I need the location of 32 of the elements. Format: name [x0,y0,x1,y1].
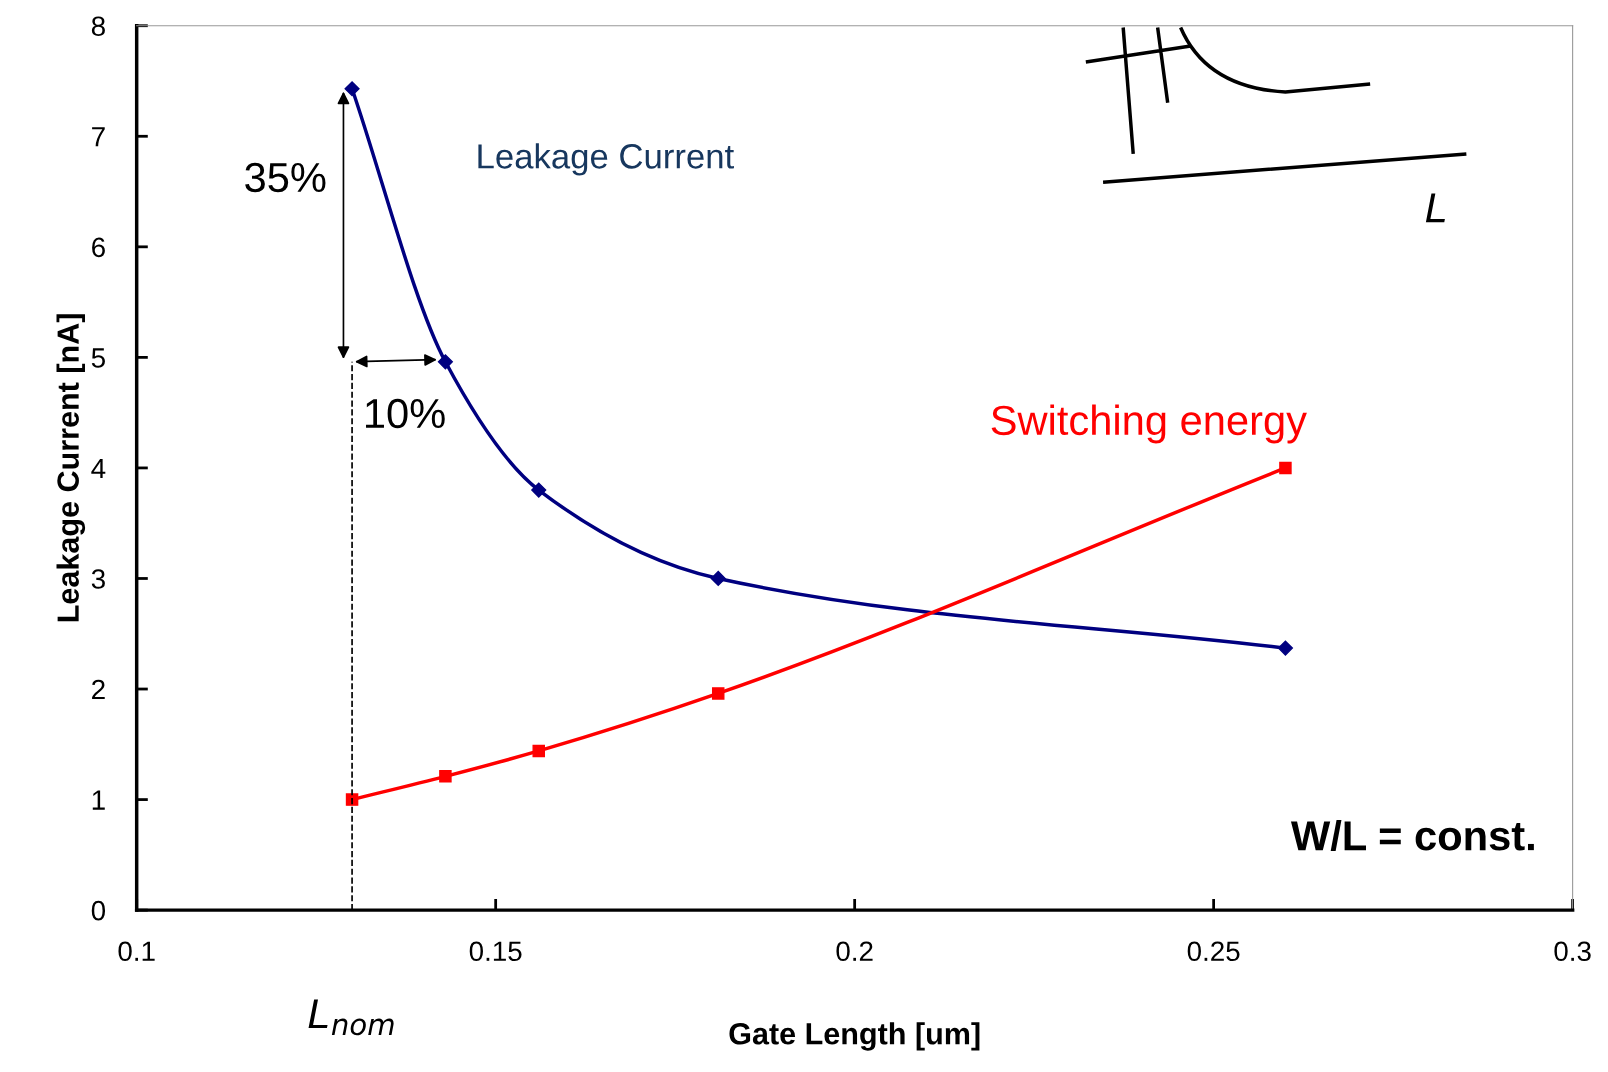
point [532,744,545,758]
x-axis-title: Gate Length [um] [729,1022,980,1051]
annotation: 10% [366,398,445,429]
y-tick-label: 4 [91,458,106,478]
y-tick-label: 5 [91,348,105,368]
x-tick-label: 0.2 [836,941,873,962]
annotation: W/L = const. [1290,819,1534,851]
x-tick-label: 0.3 [1554,941,1591,962]
point [439,770,452,783]
point [344,81,360,97]
series-label: Switching energy [991,404,1307,444]
x-tick-label: 0.1 [118,941,155,962]
annotation: 35% [245,162,326,193]
x-tick-label: 0.15 [469,941,522,962]
point [1279,461,1292,475]
ref-line-label: L$_{nom}$ [308,999,394,1036]
text: Leakage Current [478,143,734,176]
y-axis-title: Leakage Current [nA] [56,314,86,622]
point [531,482,547,498]
x-tick-label: 0.25 [1187,941,1240,962]
y-tick-label: 1 [92,790,105,810]
y-tick-label: 3 [91,569,105,589]
y-tick-label: 8 [91,16,105,37]
point [1277,640,1294,656]
y-tick-label: 7 [92,127,105,147]
y-tick-label: 0 [91,900,106,921]
point [437,354,453,370]
annotation: L [1425,193,1445,223]
point [710,570,726,587]
point [711,687,725,700]
y-tick-label: 6 [92,237,105,258]
y-tick-label: 2 [92,679,105,700]
